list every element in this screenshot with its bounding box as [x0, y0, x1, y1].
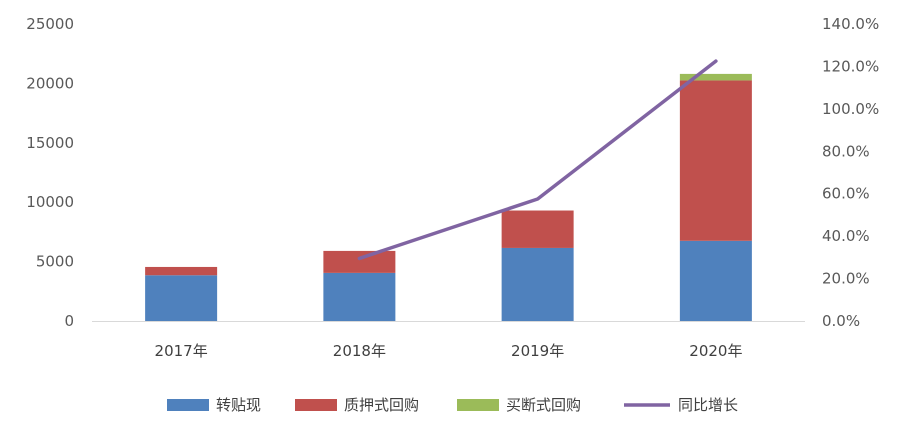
bar-segment	[323, 250, 396, 273]
x-tick-label: 2020年	[689, 342, 742, 360]
y-tick-label: 20000	[26, 74, 74, 92]
legend-label: 质押式回购	[344, 396, 419, 414]
legend-swatch	[457, 399, 499, 411]
y2-tick-label: 20.0%	[822, 270, 870, 288]
legend-label: 同比增长	[678, 396, 738, 414]
y-tick-label: 25000	[26, 15, 74, 33]
y2-tick-label: 40.0%	[822, 227, 870, 245]
x-tick-label: 2017年	[155, 342, 208, 360]
bar-segment	[679, 240, 752, 321]
bar-segment	[501, 247, 574, 321]
y2-tick-label: 120.0%	[822, 57, 879, 75]
legend-swatch	[295, 399, 337, 411]
y2-tick-label: 0.0%	[822, 312, 860, 330]
y-tick-label: 5000	[36, 253, 74, 271]
bar-segment	[679, 73, 752, 81]
bar-segment	[145, 266, 218, 276]
bar-segment	[323, 272, 396, 321]
x-tick-label: 2018年	[333, 342, 386, 360]
y2-tick-label: 140.0%	[822, 15, 879, 33]
y2-tick-label: 100.0%	[822, 100, 879, 118]
legend-label: 转贴现	[216, 396, 261, 414]
y2-tick-label: 80.0%	[822, 142, 870, 160]
bar-segment	[679, 80, 752, 241]
y-tick-label: 15000	[26, 134, 74, 152]
y2-tick-label: 60.0%	[822, 185, 870, 203]
legend-label: 买断式回购	[506, 396, 581, 414]
legend-swatch	[167, 399, 209, 411]
y-tick-label: 10000	[26, 193, 74, 211]
bar-segment	[145, 275, 218, 321]
x-tick-label: 2019年	[511, 342, 564, 360]
bar-segment	[501, 210, 574, 248]
y-tick-label: 0	[64, 312, 74, 330]
